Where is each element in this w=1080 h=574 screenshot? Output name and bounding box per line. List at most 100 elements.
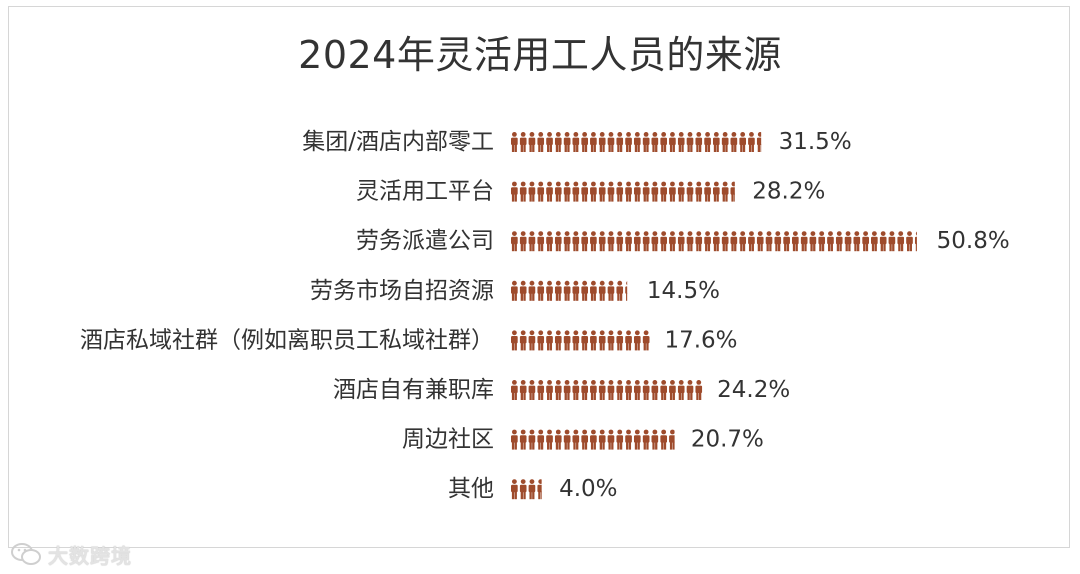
person-icon <box>572 429 580 450</box>
person-icon <box>563 231 571 252</box>
person-icon <box>537 280 545 301</box>
person-icon <box>590 181 597 202</box>
person-icon <box>695 380 703 400</box>
person-icon <box>914 231 917 252</box>
chart-row: 集团/酒店内部零工 31.5% <box>302 129 851 155</box>
person-icon <box>897 231 905 252</box>
person-icon <box>581 231 589 252</box>
person-icon <box>704 181 711 202</box>
person-icon <box>563 280 571 301</box>
person-icon <box>800 231 808 252</box>
pictograph-bar <box>511 132 762 152</box>
person-icon <box>721 132 729 152</box>
person-icon <box>528 429 536 450</box>
person-icon <box>519 231 527 252</box>
person-icon <box>528 231 536 252</box>
person-icon <box>519 330 527 351</box>
person-icon <box>686 380 694 400</box>
person-icon <box>546 380 553 400</box>
person-icon <box>686 132 694 152</box>
wechat-logo-icon <box>11 543 41 565</box>
person-icon <box>572 380 580 400</box>
person-icon <box>519 429 527 450</box>
person-icon <box>511 330 518 351</box>
chart-row: 其他 4.0% <box>448 476 618 502</box>
person-icon <box>651 231 659 252</box>
person-icon <box>519 280 527 301</box>
value-label: 31.5% <box>779 129 852 155</box>
person-icon <box>625 181 632 202</box>
person-icon <box>511 479 518 500</box>
pictograph-bar <box>511 479 542 500</box>
person-icon <box>563 380 571 400</box>
person-icon <box>598 280 606 301</box>
person-icon <box>546 181 553 202</box>
person-icon <box>791 231 799 252</box>
person-icon <box>590 429 597 450</box>
person-icon <box>625 429 632 450</box>
person-icon <box>651 132 659 152</box>
value-label: 20.7% <box>691 427 764 453</box>
chart-row: 周边社区 20.7% <box>402 427 764 453</box>
person-icon <box>756 231 764 252</box>
chart-row: 劳务派遣公司 50.8% <box>356 228 1010 254</box>
person-icon <box>528 181 536 202</box>
person-icon <box>669 181 676 202</box>
person-icon <box>511 132 518 152</box>
person-icon <box>519 181 527 202</box>
person-icon <box>607 380 615 400</box>
category-label: 酒店自有兼职库 <box>333 377 494 403</box>
person-icon <box>598 380 606 400</box>
person-icon <box>607 280 615 301</box>
person-icon <box>537 330 545 351</box>
person-icon <box>660 429 668 450</box>
person-icon <box>660 132 668 152</box>
person-icon <box>581 330 589 351</box>
person-icon <box>695 132 703 152</box>
person-icon <box>677 231 685 252</box>
person-icon <box>519 479 527 500</box>
person-icon <box>581 429 589 450</box>
person-icon <box>879 231 887 252</box>
person-icon <box>537 181 545 202</box>
chart-title: 2024年灵活用工人员的来源 <box>298 33 782 77</box>
person-icon <box>818 231 826 252</box>
person-icon <box>686 231 694 252</box>
pictograph-bar <box>511 380 703 400</box>
chart-row: 灵活用工平台 28.2% <box>356 179 825 205</box>
value-label: 24.2% <box>717 377 790 403</box>
chart-frame <box>8 6 1070 548</box>
person-icon <box>642 429 650 450</box>
person-icon <box>739 231 747 252</box>
person-icon <box>546 231 553 252</box>
person-icon <box>774 231 782 252</box>
person-icon <box>633 429 641 450</box>
watermark-text: 大数跨境 <box>48 543 132 568</box>
person-icon <box>616 181 624 202</box>
person-icon <box>607 231 615 252</box>
person-icon <box>607 429 615 450</box>
person-icon <box>651 429 659 450</box>
person-icon <box>669 132 676 152</box>
category-label: 劳务派遣公司 <box>356 228 494 254</box>
category-label: 周边社区 <box>402 427 494 453</box>
person-icon <box>616 429 624 450</box>
person-icon <box>677 181 685 202</box>
person-icon <box>783 231 790 252</box>
person-icon <box>563 429 571 450</box>
person-icon <box>704 231 711 252</box>
person-icon <box>651 181 659 202</box>
person-icon <box>616 280 624 301</box>
person-icon <box>511 429 518 450</box>
person-icon <box>704 132 711 152</box>
pictograph-bar <box>511 280 628 301</box>
person-icon <box>853 231 861 252</box>
person-icon <box>660 380 668 400</box>
person-icon <box>607 132 615 152</box>
chart-row: 劳务市场自招资源 14.5% <box>310 278 720 304</box>
person-icon <box>730 132 738 152</box>
person-icon <box>677 380 685 400</box>
person-icon <box>660 231 668 252</box>
pictograph-bar <box>511 181 735 202</box>
